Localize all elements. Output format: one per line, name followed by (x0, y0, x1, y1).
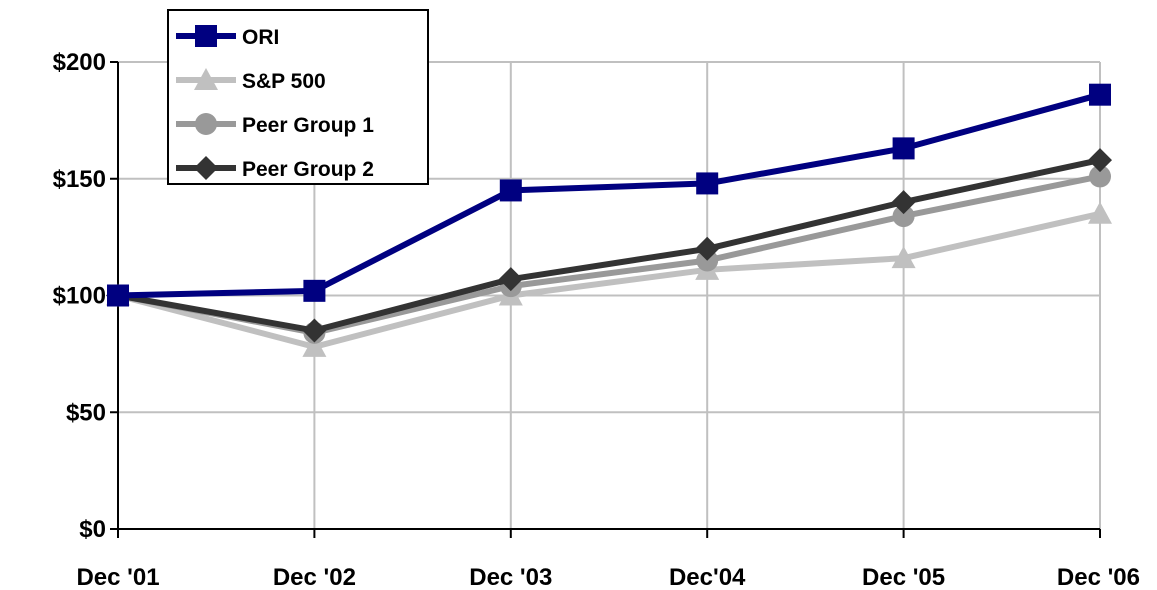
series-line (117, 210, 1101, 350)
legend-label: ORI (242, 26, 279, 49)
legend-marker (195, 25, 217, 47)
series-line (117, 157, 1101, 334)
legend-marker (194, 156, 218, 180)
data-point (1089, 165, 1111, 188)
x-axis-ticks: Dec '01 Dec '02 Dec '03 Dec'04 Dec '05 Dec '0… (76, 529, 1140, 590)
x-tick-label: Dec '02 (273, 564, 356, 590)
x-tick-label: Dec '03 (469, 564, 552, 590)
legend-marker (194, 68, 218, 90)
data-point (1088, 148, 1112, 173)
legend-label: Peer Group 1 (242, 114, 374, 137)
legend-label: Peer Group 2 (242, 158, 374, 181)
data-point (303, 279, 326, 302)
data-point (499, 179, 522, 202)
legend: ORI S&P 500 Peer Group 1 Peer Group 2 (167, 9, 429, 185)
data-point (695, 236, 720, 261)
y-axis-ticks: $0 $50 $100 $150 $200 (53, 49, 118, 543)
series-line (117, 173, 1101, 336)
data-point (302, 334, 327, 357)
data-point (891, 246, 916, 269)
data-point (107, 284, 129, 307)
x-tick-label: Dec'04 (669, 564, 746, 590)
data-point (891, 190, 916, 215)
series-ori (107, 83, 1111, 307)
y-tick-label: $150 (53, 166, 106, 193)
data-point (1088, 201, 1112, 224)
series-line (117, 91, 1101, 299)
y-tick-label: $200 (53, 49, 106, 76)
data-point (498, 267, 523, 292)
x-tick-label: Dec '01 (76, 564, 159, 590)
data-point (1089, 83, 1111, 106)
x-tick-label: Dec '06 (1057, 564, 1140, 590)
data-point (696, 172, 719, 195)
data-point (302, 318, 327, 343)
y-tick-label: $0 (79, 516, 106, 543)
x-tick-label: Dec '05 (862, 564, 945, 590)
data-point (892, 137, 915, 160)
y-tick-label: $50 (66, 399, 106, 426)
data-point (892, 205, 915, 228)
legend-marker (195, 113, 217, 135)
series-layer (106, 83, 1112, 357)
y-tick-label: $100 (53, 283, 106, 310)
series-s-p-500 (106, 201, 1112, 357)
legend-label: S&P 500 (242, 70, 326, 93)
